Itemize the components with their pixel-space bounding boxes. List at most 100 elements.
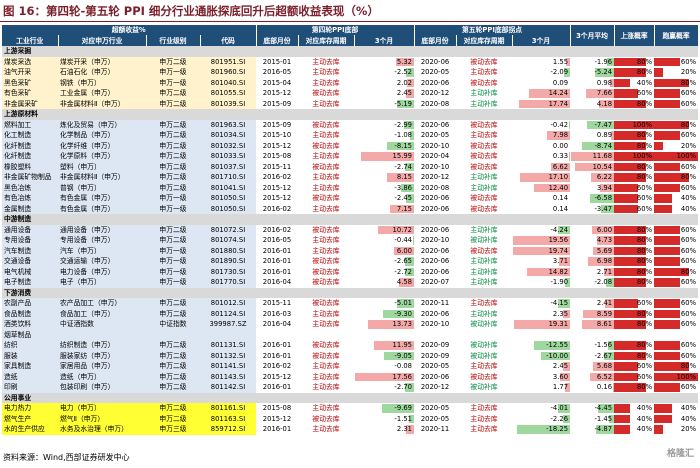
- level-cell: 申万二级: [146, 235, 200, 246]
- bottom-month-4: 2015-12: [262, 194, 292, 203]
- code-cell: 801141.SI: [200, 361, 256, 372]
- group-label: 上游原材料: [2, 109, 699, 120]
- return-3m-4-value: -8.15: [394, 141, 413, 150]
- up-probability: 60%: [614, 88, 654, 99]
- code-cell: 801041.SI: [200, 182, 256, 193]
- bottom-month-4: 2015-04: [262, 78, 292, 87]
- up-probability: 80%: [614, 141, 654, 152]
- bottom-month-5: 2020-12: [420, 383, 450, 392]
- table-row: 烟草制品: [2, 329, 698, 341]
- table-row: 专用设备 专用设备（申万） 申万二级 801074.SI 2016-05 主动去库 -0.4…: [2, 235, 698, 246]
- up-probability-fill: [614, 320, 647, 329]
- return-3m-4: 8.15: [354, 172, 415, 183]
- return-3m-5-fill: [558, 404, 571, 413]
- return-3m-4-fill: [408, 414, 415, 423]
- header-col: 底部月份: [256, 35, 299, 46]
- win-probability-value: 60%: [680, 162, 697, 171]
- win-probability-value: 40%: [680, 404, 697, 413]
- return-3m-4: -2.52: [354, 67, 415, 78]
- up-probability: 80%: [614, 162, 654, 173]
- cycle-4: 主动去库: [312, 309, 340, 318]
- industry-cell: 汽车制造: [2, 245, 58, 256]
- code-cell: 801033.SI: [200, 151, 256, 162]
- bottom-month-4: 2016-01: [262, 246, 292, 255]
- bottom-month-5: 2020-05: [420, 404, 450, 413]
- return-3m-4-fill: [405, 257, 415, 266]
- win-probability-fill: [654, 99, 681, 108]
- cycle-4: 被动去库: [312, 141, 340, 150]
- return-3m-5: 17.74: [512, 99, 571, 110]
- up-probability: 40%: [614, 414, 654, 425]
- level-cell: 申万二级: [146, 151, 200, 162]
- return-3m-5-value: -0.42: [550, 120, 569, 129]
- win-probability-value: 60%: [680, 383, 697, 392]
- return-3m-4-fill: [406, 425, 415, 434]
- cycle-5: 被动去库: [470, 57, 498, 66]
- industry-cell: 非金属矿物制品: [2, 172, 58, 183]
- return-3m-4-value: -9.69: [394, 404, 413, 413]
- cycle-5: 主动去库: [470, 425, 498, 434]
- up-probability-fill: [614, 78, 631, 87]
- return-3m-5-fill: [569, 152, 571, 161]
- industry-cell: 电气机械: [2, 266, 58, 277]
- up-probability-fill: [614, 194, 639, 203]
- up-probability: 60%: [614, 204, 654, 215]
- sw-industry-cell: 燃气Ⅱ（申万）: [58, 413, 146, 424]
- up-probability: 80%: [614, 267, 654, 278]
- return-3m-4: -2.99: [354, 120, 415, 131]
- return-3m-5-fill: [514, 320, 571, 329]
- table-row: 煤炭采选 煤炭开采（申万） 申万二级 801951.SI 2015-01 主动去库 5.32…: [2, 56, 698, 67]
- up-probability-value: 60%: [636, 372, 653, 381]
- avg-3m-value: 0.98: [596, 78, 613, 87]
- return-3m-5-value: 17.10: [548, 173, 569, 182]
- avg-3m: 2.71: [570, 267, 615, 278]
- sw-industry-cell: 服装家纺（申万）: [58, 350, 146, 361]
- sw-industry-cell: 农产品加工（申万）: [58, 298, 146, 309]
- cycle-4: 主动去库: [312, 246, 340, 255]
- cycle-5: 主动去库: [470, 299, 498, 308]
- figure-title-bar: 图 16：第四轮-第五轮 PPI 细分行业通胀探底回升后超额收益表现（%）: [0, 0, 700, 22]
- header-group-round5: 第五轮PPI底部拐点: [414, 25, 571, 35]
- cycle-5: 被动去库: [470, 246, 498, 255]
- win-probability: [654, 330, 698, 341]
- sw-industry-cell: 通用设备（申万）: [58, 224, 146, 235]
- up-probability-value: 40%: [636, 425, 653, 434]
- return-3m-4-value: -3.86: [394, 183, 413, 192]
- win-probability-fill: [654, 383, 681, 392]
- avg-3m-fill: [597, 404, 615, 413]
- up-probability-fill: [614, 425, 631, 434]
- sw-industry-cell: 普钢（申万）: [58, 182, 146, 193]
- cycle-5: 被动补库: [470, 383, 498, 392]
- group-row: 中游制造: [2, 214, 699, 225]
- bottom-month-5: 2020-08: [420, 99, 450, 108]
- return-3m-4-value: -5.01: [394, 299, 413, 308]
- header-group-round4: 第四轮PPI底部: [256, 25, 415, 35]
- avg-3m-value: 0.16: [596, 383, 613, 392]
- table-row: 酒类饮料 中证酒指数 中证指数 399987.SZ 2016-04 主动去库 13.73 20…: [2, 319, 698, 330]
- bottom-month-4: 2015-09: [262, 99, 292, 108]
- return-3m-4-value: 17.56: [392, 372, 413, 381]
- return-3m-4-value: -0.44: [394, 236, 413, 245]
- avg-3m-fill: [606, 278, 615, 287]
- return-3m-4-value: -1.08: [394, 131, 413, 140]
- up-probability-fill: [614, 404, 631, 413]
- industry-cell: 橡胶塑料: [2, 161, 58, 172]
- return-3m-5-value: 7.98: [552, 131, 569, 140]
- avg-3m-fill: [608, 341, 615, 350]
- industry-cell: 化纤制造: [2, 151, 58, 162]
- industry-cell: 黑色采矿: [2, 77, 58, 88]
- bottom-month-4: 2016-01: [262, 383, 292, 392]
- up-probability-fill: [614, 183, 639, 192]
- return-3m-5: 0.33: [512, 151, 571, 162]
- return-3m-4: 2.31: [354, 424, 415, 435]
- return-3m-4-value: 5.32: [396, 57, 413, 66]
- avg-3m: -6.58: [570, 193, 615, 204]
- win-probability-fill: [654, 57, 681, 66]
- up-probability-value: 80%: [636, 278, 653, 287]
- industry-cell: 黑色冶炼: [2, 182, 58, 193]
- level-cell: 申万二级: [146, 98, 200, 109]
- bottom-month-4: 2015-12: [262, 372, 292, 381]
- avg-3m: 5.69: [570, 246, 615, 257]
- return-3m-5: -4.24: [512, 225, 571, 236]
- return-3m-5: -2.26: [512, 414, 571, 425]
